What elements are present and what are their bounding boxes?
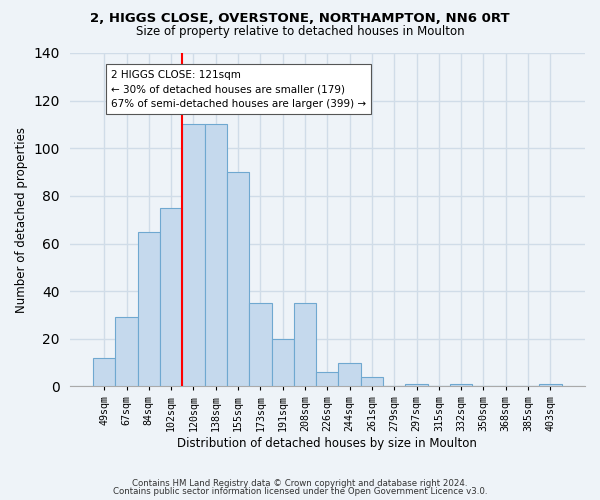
X-axis label: Distribution of detached houses by size in Moulton: Distribution of detached houses by size … xyxy=(178,437,477,450)
Bar xyxy=(406,384,428,386)
Text: Contains HM Land Registry data © Crown copyright and database right 2024.: Contains HM Land Registry data © Crown c… xyxy=(132,478,468,488)
Bar xyxy=(227,172,249,386)
Bar xyxy=(361,377,383,386)
Bar xyxy=(316,372,338,386)
Text: 2, HIGGS CLOSE, OVERSTONE, NORTHAMPTON, NN6 0RT: 2, HIGGS CLOSE, OVERSTONE, NORTHAMPTON, … xyxy=(90,12,510,26)
Bar xyxy=(539,384,562,386)
Bar xyxy=(249,303,272,386)
Bar xyxy=(338,362,361,386)
Bar xyxy=(182,124,205,386)
Y-axis label: Number of detached properties: Number of detached properties xyxy=(15,126,28,312)
Text: Contains public sector information licensed under the Open Government Licence v3: Contains public sector information licen… xyxy=(113,487,487,496)
Bar xyxy=(272,339,294,386)
Bar xyxy=(115,318,137,386)
Bar xyxy=(294,303,316,386)
Bar xyxy=(137,232,160,386)
Bar xyxy=(205,124,227,386)
Bar xyxy=(450,384,472,386)
Text: 2 HIGGS CLOSE: 121sqm
← 30% of detached houses are smaller (179)
67% of semi-det: 2 HIGGS CLOSE: 121sqm ← 30% of detached … xyxy=(111,70,366,110)
Bar xyxy=(93,358,115,386)
Text: Size of property relative to detached houses in Moulton: Size of property relative to detached ho… xyxy=(136,25,464,38)
Bar xyxy=(160,208,182,386)
